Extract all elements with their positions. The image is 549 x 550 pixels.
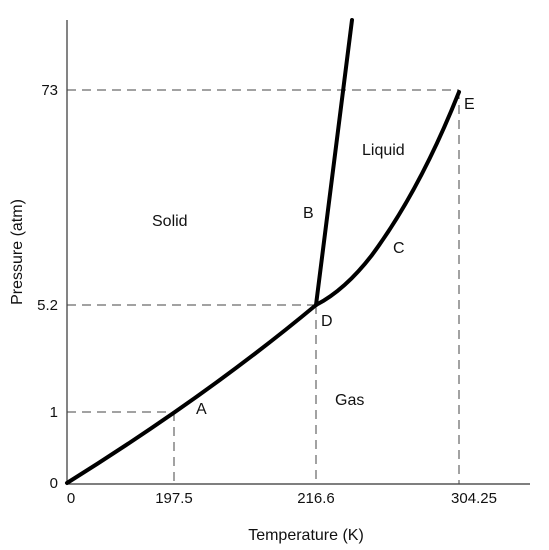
x-tick-label-197.5: 197.5 [155, 490, 193, 507]
phase-boundaries [65, 18, 461, 485]
x-axis-title: Temperature (K) [248, 527, 364, 544]
region-label-solid: Solid [152, 213, 188, 230]
reference-lines [67, 89, 460, 484]
y-tick-label-73: 73 [41, 82, 58, 99]
point-label-a: A [196, 401, 207, 418]
x-tick-label-0: 0 [67, 490, 75, 507]
x-tick-label-304.25: 304.25 [451, 490, 497, 507]
y-axis-title: Pressure (atm) [9, 199, 26, 305]
vaporization-curve [314, 90, 461, 307]
y-tick-label-1: 1 [50, 404, 58, 421]
region-label-gas: Gas [335, 392, 364, 409]
point-label-d: D [321, 313, 333, 330]
x-tick-label-216.6: 216.6 [297, 490, 335, 507]
region-label-liquid: Liquid [362, 142, 405, 159]
melting-curve [314, 18, 354, 307]
point-label-c: C [393, 240, 405, 257]
point-label-b: B [303, 205, 314, 222]
y-tick-label-5.2: 5.2 [37, 297, 58, 314]
point-label-e: E [464, 96, 475, 113]
y-tick-label-0: 0 [50, 475, 58, 492]
sublimation-curve [65, 303, 318, 485]
